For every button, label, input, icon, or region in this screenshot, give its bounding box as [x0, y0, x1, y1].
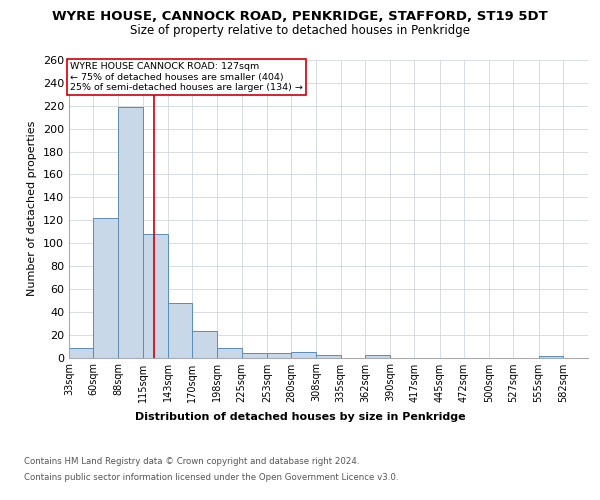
Bar	[143, 234, 168, 358]
Bar	[168, 302, 192, 358]
Text: WYRE HOUSE CANNOCK ROAD: 127sqm
← 75% of detached houses are smaller (404)
25% o: WYRE HOUSE CANNOCK ROAD: 127sqm ← 75% of…	[70, 62, 303, 92]
Text: Distribution of detached houses by size in Penkridge: Distribution of detached houses by size …	[134, 412, 466, 422]
Text: Size of property relative to detached houses in Penkridge: Size of property relative to detached ho…	[130, 24, 470, 37]
Bar	[365, 355, 390, 358]
Bar	[192, 331, 217, 357]
Bar	[69, 348, 93, 358]
Bar	[316, 355, 341, 358]
Text: WYRE HOUSE, CANNOCK ROAD, PENKRIDGE, STAFFORD, ST19 5DT: WYRE HOUSE, CANNOCK ROAD, PENKRIDGE, STA…	[52, 10, 548, 23]
Bar	[267, 353, 291, 358]
Bar	[291, 352, 316, 358]
Bar	[118, 107, 143, 358]
Bar	[217, 348, 242, 358]
Text: Contains HM Land Registry data © Crown copyright and database right 2024.: Contains HM Land Registry data © Crown c…	[24, 458, 359, 466]
Y-axis label: Number of detached properties: Number of detached properties	[28, 121, 37, 296]
Bar	[242, 353, 267, 358]
Text: Contains public sector information licensed under the Open Government Licence v3: Contains public sector information licen…	[24, 472, 398, 482]
Bar	[539, 356, 563, 358]
Bar	[93, 218, 118, 358]
